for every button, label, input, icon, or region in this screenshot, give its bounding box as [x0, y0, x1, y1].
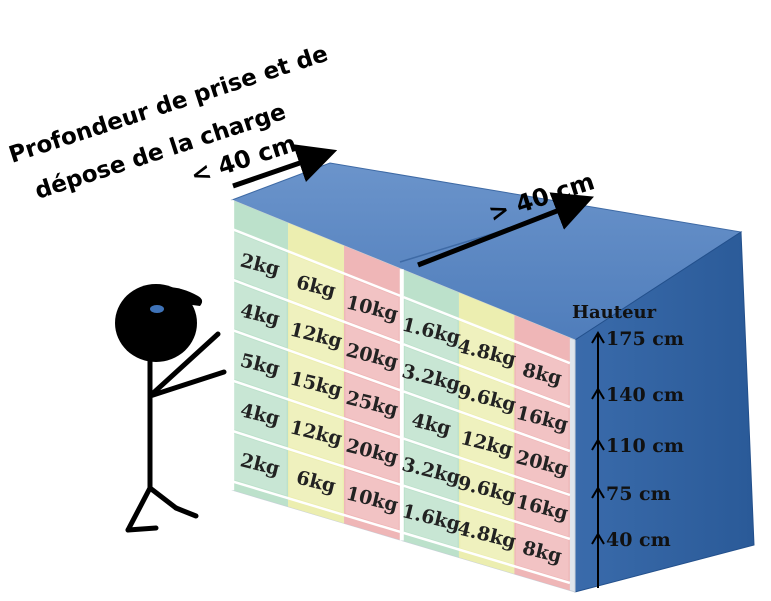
grid-cell [515, 343, 569, 405]
grid-cell [515, 478, 569, 537]
grid-cell [460, 367, 514, 429]
grid-cell [460, 321, 514, 384]
weight-column-back-1 [403, 270, 459, 558]
row-divider [231, 328, 401, 392]
grid-cell [404, 299, 458, 363]
grid-dividers [231, 200, 571, 585]
height-label: 175 cm [606, 328, 684, 350]
back-depth-arrow [417, 192, 594, 268]
weight-column-front-3 [344, 245, 401, 540]
row-divider [403, 295, 571, 365]
stick-figure [115, 284, 227, 533]
row-divider [231, 379, 401, 439]
height-arrowhead-icon [591, 486, 605, 499]
grid-cell [233, 383, 287, 447]
weight-column-front-1 [232, 200, 289, 507]
figure-arm-upper [147, 331, 221, 399]
figure-leg-left [125, 485, 153, 533]
front-depth-arrow [232, 144, 338, 189]
grid-cell [289, 303, 343, 368]
grid-cell [345, 324, 399, 388]
grid-cell [233, 433, 287, 496]
row-divider [231, 227, 401, 297]
height-scale: 175 cm 140 cm 110 cm 75 cm 40 cm [591, 328, 684, 588]
grid-cell [515, 523, 569, 581]
grid-cell [345, 469, 399, 530]
row-divider [231, 278, 401, 345]
grid-cell [289, 254, 343, 320]
height-label: 140 cm [606, 384, 684, 406]
height-arrowhead-icon [591, 532, 605, 545]
height-arrowhead-icon [591, 387, 605, 400]
grid-cell [404, 441, 458, 501]
weight-column-back-3 [514, 315, 570, 591]
height-title: Hauteur [572, 302, 657, 323]
grid-cell [233, 282, 287, 348]
height-label: 75 cm [606, 483, 671, 505]
weight-grid [232, 200, 570, 591]
height-label: 40 cm [606, 529, 671, 551]
grid-cell [404, 346, 458, 409]
grid-cell [404, 488, 458, 548]
grid-cell [460, 459, 514, 519]
grid-cell [233, 231, 287, 298]
grid-cell [404, 394, 458, 455]
figure-foot-left [125, 525, 159, 533]
weight-column-front-2 [288, 222, 345, 524]
cap-dot-icon [150, 305, 164, 313]
figure-head [115, 284, 197, 362]
grid-cell [289, 352, 343, 416]
height-arrowhead-icon [591, 331, 605, 344]
figure-foot-right [173, 505, 199, 519]
grid-cell [345, 421, 399, 483]
row-divider [403, 484, 571, 541]
grid-cell [515, 433, 569, 493]
height-arrowhead-icon [591, 438, 605, 451]
figure-arm-lower [147, 369, 227, 399]
row-divider [231, 480, 401, 534]
figure-cap [140, 286, 203, 306]
grid-cell [289, 402, 343, 465]
row-divider [403, 437, 571, 497]
row-divider [403, 531, 571, 585]
row-divider [403, 343, 571, 409]
grid-cell [515, 388, 569, 449]
row-divider [231, 429, 401, 486]
weight-column-back-2 [458, 292, 515, 574]
grid-cell [233, 332, 287, 397]
grid-cell [460, 506, 514, 564]
grid-cell [460, 413, 514, 474]
figure-leg-right [147, 485, 179, 511]
height-label: 110 cm [606, 435, 684, 457]
grid-cell [289, 451, 343, 513]
grid-cell [345, 372, 399, 435]
grid-cell [345, 276, 399, 341]
row-divider [403, 390, 571, 453]
